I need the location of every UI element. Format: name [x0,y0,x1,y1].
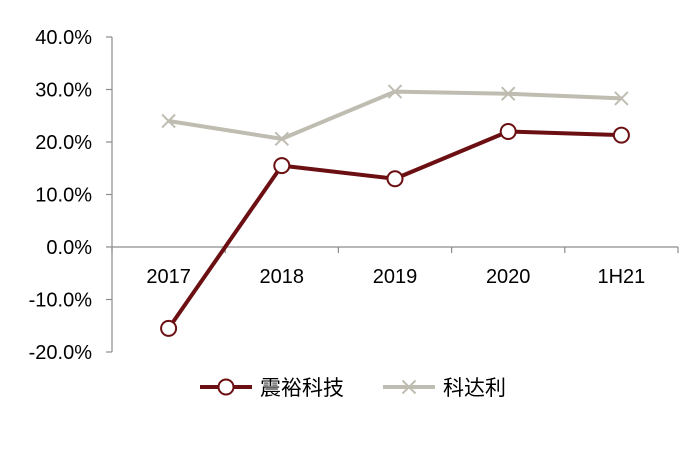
x-tick-label: 1H21 [597,266,645,288]
legend-label: 震裕科技 [260,377,344,400]
data-point [274,131,290,147]
data-point [386,170,404,188]
data-point [614,91,629,106]
legend-marker [217,378,235,396]
legend: 震裕科技 科达利 [200,377,506,400]
data-point [499,123,517,140]
series-layer [160,84,630,337]
legend-marker [401,379,417,395]
x-tick-label: 2017 [146,266,191,288]
data-point [500,86,516,101]
y-tick-label: -20.0% [29,342,93,364]
y-tick-label: 20.0% [35,132,92,154]
y-tick-label: 30.0% [35,80,92,102]
data-point [160,319,178,337]
y-tick-label: 40.0% [35,27,92,49]
data-point [273,157,291,175]
x-tick-label: 2020 [486,266,531,288]
data-point [612,126,630,144]
y-tick-label: -10.0% [29,290,93,312]
legend-item-1: 震裕科技 [200,377,344,400]
y-tick-label: 10.0% [35,185,92,207]
x-tick-label: 2018 [260,266,305,288]
x-tick-label: 2019 [373,266,418,288]
series-line [166,129,622,330]
data-point [161,113,176,129]
x-axis: 2017 2018 2019 2020 1H21 [111,246,679,288]
series-1 [160,123,630,337]
legend-item-2: 科达利 [383,377,506,400]
y-axis: 40.0% 30.0% 20.0% 10.0% 0.0% -10.0% -20.0% [29,27,113,364]
y-tick-label: 0.0% [46,237,92,259]
legend-label: 科达利 [443,377,506,400]
series-2 [161,84,629,147]
data-point [387,84,403,99]
